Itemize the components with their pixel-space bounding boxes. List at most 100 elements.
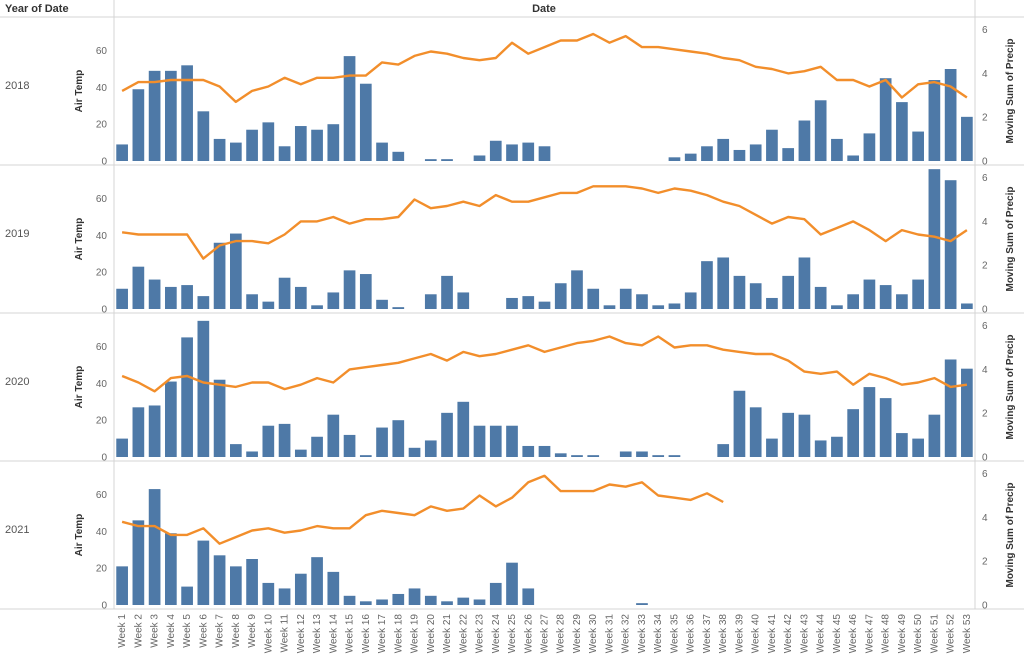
bar-2019-week-14 <box>327 292 340 309</box>
right-tick-label: 4 <box>982 365 988 376</box>
right-tick-label: 4 <box>982 217 988 228</box>
x-tick-label: Week 16 <box>361 614 372 654</box>
bar-2018-week-38 <box>717 138 730 161</box>
x-tick-label: Week 31 <box>604 614 615 654</box>
bar-2018-week-51 <box>928 80 941 161</box>
year-label-2019: 2019 <box>5 228 29 240</box>
bar-2018-week-46 <box>847 155 860 161</box>
x-tick-label: Week 1 <box>117 614 128 648</box>
x-tick-label: Week 49 <box>897 614 908 654</box>
bar-2020-week-20 <box>424 440 437 457</box>
bar-2020-week-45 <box>831 436 843 457</box>
right-tick-label: 6 <box>982 25 988 36</box>
x-tick-label: Week 6 <box>198 614 209 648</box>
bar-2018-week-48 <box>879 78 892 161</box>
bar-2019-week-45 <box>831 305 843 309</box>
bar-2020-week-32 <box>619 451 632 457</box>
right-tick-label: 4 <box>982 69 988 80</box>
bar-2019-week-3 <box>148 279 161 309</box>
right-tick-label: 0 <box>982 601 988 612</box>
bar-2020-week-11 <box>278 423 291 457</box>
bar-2020-week-50 <box>912 438 924 457</box>
bar-2019-week-2 <box>132 266 145 309</box>
bar-2019-week-18 <box>392 307 405 309</box>
bar-2021-week-14 <box>327 571 340 605</box>
x-tick-label: Week 51 <box>929 614 940 654</box>
panel-2019: 2019 Air Temp Moving Sum of Precip 0 20 40 60 0… <box>0 164 1024 316</box>
right-tick-label: 6 <box>982 321 988 332</box>
x-tick-label: Week 15 <box>345 614 356 654</box>
bar-2021-week-1 <box>116 566 128 605</box>
x-tick-label: Week 27 <box>540 614 551 654</box>
bar-2020-week-4 <box>165 381 177 457</box>
left-tick-label: 20 <box>96 268 108 279</box>
bar-2021-week-5 <box>181 586 193 605</box>
bar-2018-week-1 <box>116 144 128 161</box>
bar-2018-week-24 <box>489 140 502 161</box>
bar-2018-week-41 <box>766 129 778 161</box>
x-tick-label: Week 9 <box>247 614 258 648</box>
bar-2021-week-23 <box>473 599 486 605</box>
x-tick-label: Week 46 <box>848 614 859 654</box>
x-tick-label: Week 2 <box>133 614 144 648</box>
bar-2020-week-17 <box>376 427 388 457</box>
precip-line-2018 <box>121 32 968 104</box>
bar-2020-week-30 <box>587 455 600 457</box>
x-tick-label: Week 21 <box>442 614 453 654</box>
bar-2020-week-51 <box>928 414 941 457</box>
column-dimension-header: Date <box>532 3 556 15</box>
bar-2020-week-49 <box>896 433 908 457</box>
bar-2021-week-2 <box>132 520 145 605</box>
bar-2021-week-12 <box>294 573 307 605</box>
left-axis-title: Air Temp <box>74 514 85 557</box>
bar-2019-week-35 <box>668 303 681 309</box>
bar-2019-week-22 <box>457 292 470 309</box>
bar-2019-week-51 <box>928 169 941 309</box>
bar-2019-week-7 <box>213 242 226 309</box>
left-axis-title: Air Temp <box>74 218 85 261</box>
x-tick-label: Week 43 <box>799 614 810 654</box>
bar-2019-week-31 <box>603 305 616 309</box>
bar-2018-week-11 <box>278 146 291 161</box>
bar-2018-week-20 <box>424 159 437 161</box>
bar-2018-week-7 <box>213 138 226 161</box>
bar-2020-week-22 <box>457 401 470 457</box>
bar-2019-week-49 <box>896 294 908 309</box>
bar-2020-week-33 <box>636 451 648 457</box>
bar-2021-week-10 <box>262 582 275 605</box>
bar-2019-week-9 <box>246 294 258 309</box>
bar-2021-week-22 <box>457 597 470 605</box>
year-label-2020: 2020 <box>5 376 29 388</box>
x-tick-label: Week 8 <box>231 614 242 648</box>
x-tick-label: Week 34 <box>653 614 664 654</box>
bar-2019-week-36 <box>684 292 697 309</box>
left-tick-label: 20 <box>96 564 108 575</box>
bar-2019-week-27 <box>538 301 551 309</box>
bar-2020-week-1 <box>116 438 128 457</box>
bar-2019-week-46 <box>847 294 860 309</box>
bar-2018-week-45 <box>831 138 843 161</box>
bar-2018-week-4 <box>165 70 177 161</box>
bar-2021-week-7 <box>213 555 226 605</box>
bar-2021-week-6 <box>197 540 210 605</box>
right-axis-title: Moving Sum of Precip <box>1005 38 1016 143</box>
bar-2018-week-44 <box>814 100 827 161</box>
right-tick-label: 0 <box>982 305 988 316</box>
left-tick-label: 20 <box>96 120 108 131</box>
bar-2019-week-12 <box>294 286 307 309</box>
left-tick-label: 60 <box>96 342 108 353</box>
left-axis-title: Air Temp <box>74 366 85 409</box>
right-tick-label: 2 <box>982 261 988 272</box>
bar-2019-week-16 <box>359 274 372 309</box>
x-tick-label: Week 52 <box>946 614 957 654</box>
bar-2020-week-9 <box>246 451 258 457</box>
panel-2021: 2021 Air Temp Moving Sum of Precip 0 20 40 60 0… <box>0 460 1024 612</box>
x-tick-label: Week 33 <box>637 614 648 654</box>
bar-2019-week-13 <box>311 305 323 309</box>
right-axis-title: Moving Sum of Precip <box>1005 482 1016 587</box>
bar-2018-week-9 <box>246 129 258 161</box>
bar-2020-week-15 <box>343 434 356 457</box>
bar-2019-week-4 <box>165 286 177 309</box>
x-tick-label: Week 50 <box>913 614 924 654</box>
